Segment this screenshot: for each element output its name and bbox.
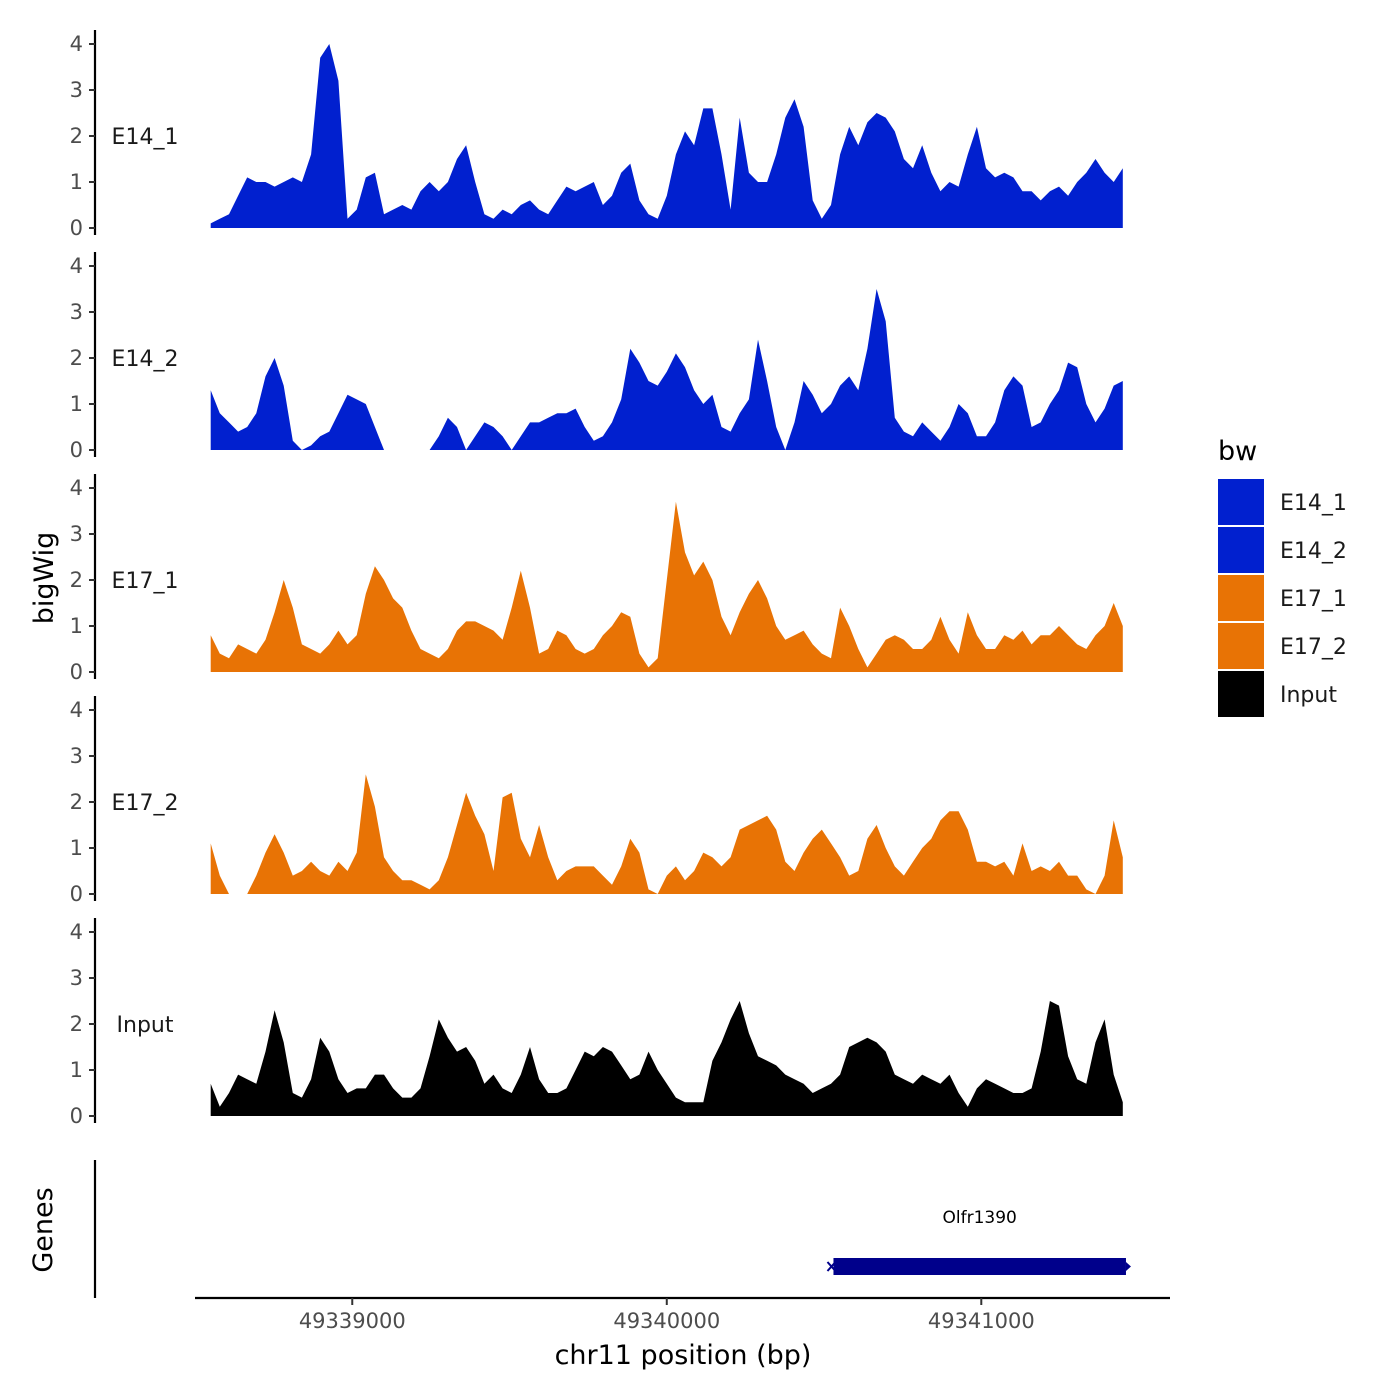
- track-label: Input: [117, 1013, 174, 1038]
- legend-entry-e17-2: E17_2: [1218, 623, 1347, 669]
- y-tick-label: 2: [70, 124, 83, 148]
- coverage-area: [210, 44, 1123, 228]
- y-tick-label: 2: [70, 1012, 83, 1036]
- gene-start-mark: [826, 1261, 837, 1272]
- tracks-layer: 0 1 2 3 4 E14_1 0 1 2 3 4 E14_2 0 1 2 3 4 E17_1 0 1 2 3 4 E17_2…: [70, 30, 1123, 1128]
- y-tick-label: 3: [70, 966, 83, 990]
- track-e14-1: 0 1 2 3 4 E14_1: [70, 30, 1123, 240]
- x-axis-title: chr11 position (bp): [555, 1340, 812, 1371]
- legend-key: [1218, 623, 1264, 669]
- genes-panel: Olfr1390: [93, 1160, 1131, 1298]
- legend-label: E17_2: [1280, 635, 1347, 660]
- coverage-area: [210, 289, 1123, 450]
- legend-label: E17_1: [1280, 587, 1347, 612]
- y-tick-label: 1: [70, 170, 83, 194]
- x-tick-label: 49340000: [613, 1309, 720, 1333]
- legend-key: [1218, 575, 1264, 621]
- genes-axis-title: Genes: [28, 1187, 59, 1272]
- track-label: E17_1: [112, 569, 179, 594]
- track-label: E14_1: [112, 125, 179, 150]
- legend-key: [1218, 671, 1264, 717]
- coverage-area: [210, 501, 1123, 672]
- track-input: 0 1 2 3 4 Input: [70, 918, 1123, 1128]
- legend-entry-e14-2: E14_2: [1218, 527, 1347, 573]
- coverage-area: [210, 1001, 1123, 1116]
- y-tick-label: 0: [70, 1104, 83, 1128]
- y-tick-label: 1: [70, 392, 83, 416]
- y-tick-label: 3: [70, 300, 83, 324]
- gene-label: Olfr1390: [943, 1208, 1017, 1228]
- legend-entry-input: Input: [1218, 671, 1337, 717]
- legend-key: [1218, 479, 1264, 525]
- y-tick-label: 4: [70, 476, 83, 500]
- y-tick-label: 0: [70, 660, 83, 684]
- gene-body: [833, 1258, 1126, 1275]
- y-tick-label: 4: [70, 920, 83, 944]
- legend-label: E14_2: [1280, 539, 1347, 564]
- y-tick-label: 4: [70, 698, 83, 722]
- y-tick-label: 1: [70, 614, 83, 638]
- y-tick-label: 0: [70, 216, 83, 240]
- gene-strand-arrow: [1125, 1262, 1131, 1271]
- coverage-area: [210, 774, 1123, 894]
- y-axis-title: bigWig: [29, 532, 60, 625]
- y-tick-label: 2: [70, 568, 83, 592]
- y-tick-label: 3: [70, 744, 83, 768]
- y-tick-label: 2: [70, 790, 83, 814]
- track-label: E17_2: [112, 791, 179, 816]
- legend-entry-e14-1: E14_1: [1218, 479, 1347, 525]
- x-tick-label: 49339000: [299, 1309, 406, 1333]
- y-tick-label: 0: [70, 438, 83, 462]
- y-tick-label: 4: [70, 32, 83, 56]
- track-label: E14_2: [112, 347, 179, 372]
- legend-entry-e17-1: E17_1: [1218, 575, 1347, 621]
- legend: bw E14_1 E14_2 E17_1 E17_2 Input: [1218, 436, 1347, 717]
- legend-label: E14_1: [1280, 491, 1347, 516]
- x-tick-label: 49341000: [928, 1309, 1035, 1333]
- y-tick-label: 4: [70, 254, 83, 278]
- track-e14-2: 0 1 2 3 4 E14_2: [70, 252, 1123, 462]
- gene-olfr1390: Olfr1390: [826, 1208, 1131, 1275]
- y-tick-label: 1: [70, 836, 83, 860]
- track-e17-1: 0 1 2 3 4 E17_1: [70, 474, 1123, 684]
- y-tick-label: 3: [70, 522, 83, 546]
- track-e17-2: 0 1 2 3 4 E17_2: [70, 696, 1123, 906]
- legend-label: Input: [1280, 683, 1337, 708]
- y-tick-label: 0: [70, 882, 83, 906]
- y-tick-label: 2: [70, 346, 83, 370]
- y-tick-label: 3: [70, 78, 83, 102]
- x-axis: 49339000 49340000 49341000: [195, 1296, 1170, 1333]
- y-tick-label: 1: [70, 1058, 83, 1082]
- legend-key: [1218, 527, 1264, 573]
- legend-title: bw: [1218, 436, 1257, 467]
